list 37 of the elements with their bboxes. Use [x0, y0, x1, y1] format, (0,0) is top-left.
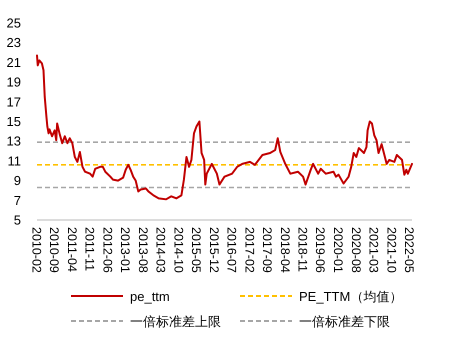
x-tick-label: 2010-02: [30, 227, 44, 273]
x-tick-label: 2017-09: [260, 227, 274, 273]
legend-label: pe_ttm: [130, 289, 170, 304]
x-tick-label: 2021-03: [366, 227, 380, 273]
x-tick-label: 2011-04: [64, 227, 79, 272]
y-tick-label: 7: [14, 192, 21, 208]
y-tick-label: 19: [6, 74, 21, 90]
legend-label: 一倍标准差下限: [299, 314, 390, 329]
x-tick-label: 2013-01: [118, 227, 132, 273]
x-tick-label: 2020-08: [348, 227, 363, 273]
x-tick-label: 2021-10: [384, 227, 398, 273]
legend-label: 一倍标准差上限: [130, 314, 221, 329]
y-tick-label: 11: [8, 153, 21, 168]
x-tick-label: 2022-05: [402, 227, 416, 273]
x-tick-label: 2016-07: [224, 227, 239, 273]
legend-label: PE_TTM（均值）: [299, 289, 402, 304]
y-tick-label: 21: [6, 54, 21, 70]
x-tick-label: 2018-11: [296, 227, 310, 272]
x-tick-label: 2013-08: [136, 227, 150, 273]
x-tick-label: 2014-10: [171, 227, 186, 273]
x-tick-label: 2015-12: [206, 227, 221, 273]
x-tick-label: 2015-05: [188, 227, 203, 273]
x-tick-label: 2012-06: [100, 227, 114, 273]
y-tick-label: 9: [14, 173, 21, 188]
x-tick-label: 2018-04: [278, 227, 292, 273]
y-tick-label: 25: [6, 16, 21, 30]
y-tick-label: 17: [6, 94, 21, 110]
y-tick-label: 15: [6, 114, 21, 129]
y-tick-label: 23: [6, 35, 21, 50]
y-tick-label: 13: [6, 134, 21, 149]
x-tick-label: 2020-01: [331, 227, 346, 273]
x-tick-label: 2017-02: [242, 227, 256, 273]
x-tick-label: 2014-03: [154, 227, 168, 273]
x-tick-label: 2019-06: [313, 227, 328, 273]
x-tick-label: 2010-09: [47, 227, 62, 273]
y-tick-label: 5: [14, 212, 21, 228]
x-tick-label: 2011-11: [82, 227, 97, 272]
